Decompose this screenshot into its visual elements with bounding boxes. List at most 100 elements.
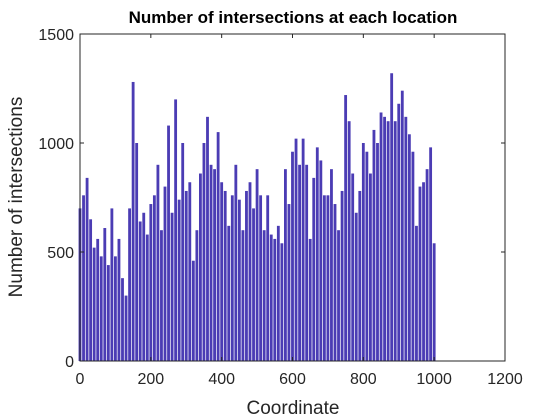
x-tick-label: 400: [208, 371, 235, 388]
bar: [191, 260, 195, 361]
bar: [216, 132, 220, 361]
x-tick-label: 600: [279, 371, 306, 388]
bar: [92, 247, 96, 361]
bar: [160, 230, 163, 361]
bar: [287, 204, 291, 361]
bar: [237, 199, 241, 361]
y-tick-label: 500: [47, 245, 74, 262]
bar: [99, 256, 103, 361]
bar: [407, 134, 411, 361]
bar: [376, 143, 379, 361]
bar: [273, 238, 277, 361]
bar: [262, 230, 266, 361]
bar: [337, 230, 340, 361]
bar: [195, 230, 199, 361]
bar: [425, 169, 429, 361]
bar: [333, 204, 337, 361]
bar: [227, 225, 231, 361]
bar: [209, 164, 213, 361]
bar: [347, 121, 351, 361]
bar: [319, 160, 323, 361]
bar: [85, 177, 89, 361]
bar: [117, 238, 121, 361]
bar: [404, 116, 408, 361]
bar: [284, 169, 287, 361]
bar: [326, 195, 330, 361]
bar: [372, 129, 376, 361]
bar: [358, 190, 362, 361]
x-tick-label: 0: [76, 371, 85, 388]
bar: [255, 169, 259, 361]
bar: [361, 143, 365, 361]
bar: [206, 116, 209, 361]
y-tick-label: 1500: [38, 27, 74, 44]
bar: [181, 143, 185, 361]
bar: [315, 147, 319, 361]
bar: [291, 151, 294, 361]
x-axis-title: Coordinate: [247, 398, 340, 419]
bar: [156, 164, 160, 361]
x-tick-label: 1000: [416, 371, 452, 388]
bar: [259, 195, 263, 361]
bar: [106, 265, 110, 361]
bar: [138, 221, 142, 361]
bar: [383, 116, 386, 361]
bar: [354, 212, 358, 361]
bar: [400, 90, 404, 362]
bar: [152, 195, 156, 361]
bar: [393, 121, 397, 361]
bar: [114, 256, 117, 361]
bar: [121, 278, 124, 361]
bar: [432, 243, 436, 361]
bar: [305, 164, 309, 361]
bar: [269, 234, 273, 361]
bar: [220, 182, 224, 361]
bar: [351, 173, 355, 361]
bar: [344, 95, 348, 361]
bar: [397, 103, 401, 361]
bar: [429, 147, 433, 361]
bar: [230, 195, 234, 361]
bar: [415, 225, 418, 361]
bar: [245, 190, 248, 361]
x-tick-label: 200: [137, 371, 164, 388]
bar: [301, 138, 305, 361]
chart-title: Number of intersections at each location: [129, 8, 458, 27]
bars-group: [78, 73, 436, 362]
bar: [184, 190, 188, 361]
bar: [379, 112, 383, 361]
bar: [365, 151, 369, 361]
bar: [124, 295, 128, 361]
bar: [312, 177, 316, 361]
bar: [252, 208, 255, 361]
bar: [411, 151, 415, 361]
bar: [170, 212, 174, 361]
bar: [241, 230, 245, 361]
bar: [82, 195, 85, 361]
x-tick-label: 800: [350, 371, 377, 388]
bar: [422, 182, 425, 361]
bar: [142, 212, 146, 361]
bar: [280, 243, 284, 361]
bar: [89, 219, 93, 361]
y-tick-label: 0: [65, 354, 74, 371]
bar: [135, 143, 139, 361]
bar: [110, 208, 114, 361]
bar: [145, 234, 149, 361]
bar: [163, 186, 167, 361]
bar: [213, 169, 216, 361]
bar: [167, 125, 170, 361]
ticks-group: 0 200 400 600 800 1000 1200 0 500 1000 1500: [38, 27, 522, 388]
bar: [188, 182, 192, 361]
bar: [330, 169, 333, 361]
y-tick-label: 1000: [38, 136, 74, 153]
y-axis-title: Number of intersections: [6, 97, 27, 298]
bar: [322, 195, 326, 361]
bar: [369, 173, 372, 361]
bar: [248, 182, 252, 361]
bar: [199, 173, 202, 361]
bar: [128, 208, 131, 361]
bar: [202, 143, 206, 361]
